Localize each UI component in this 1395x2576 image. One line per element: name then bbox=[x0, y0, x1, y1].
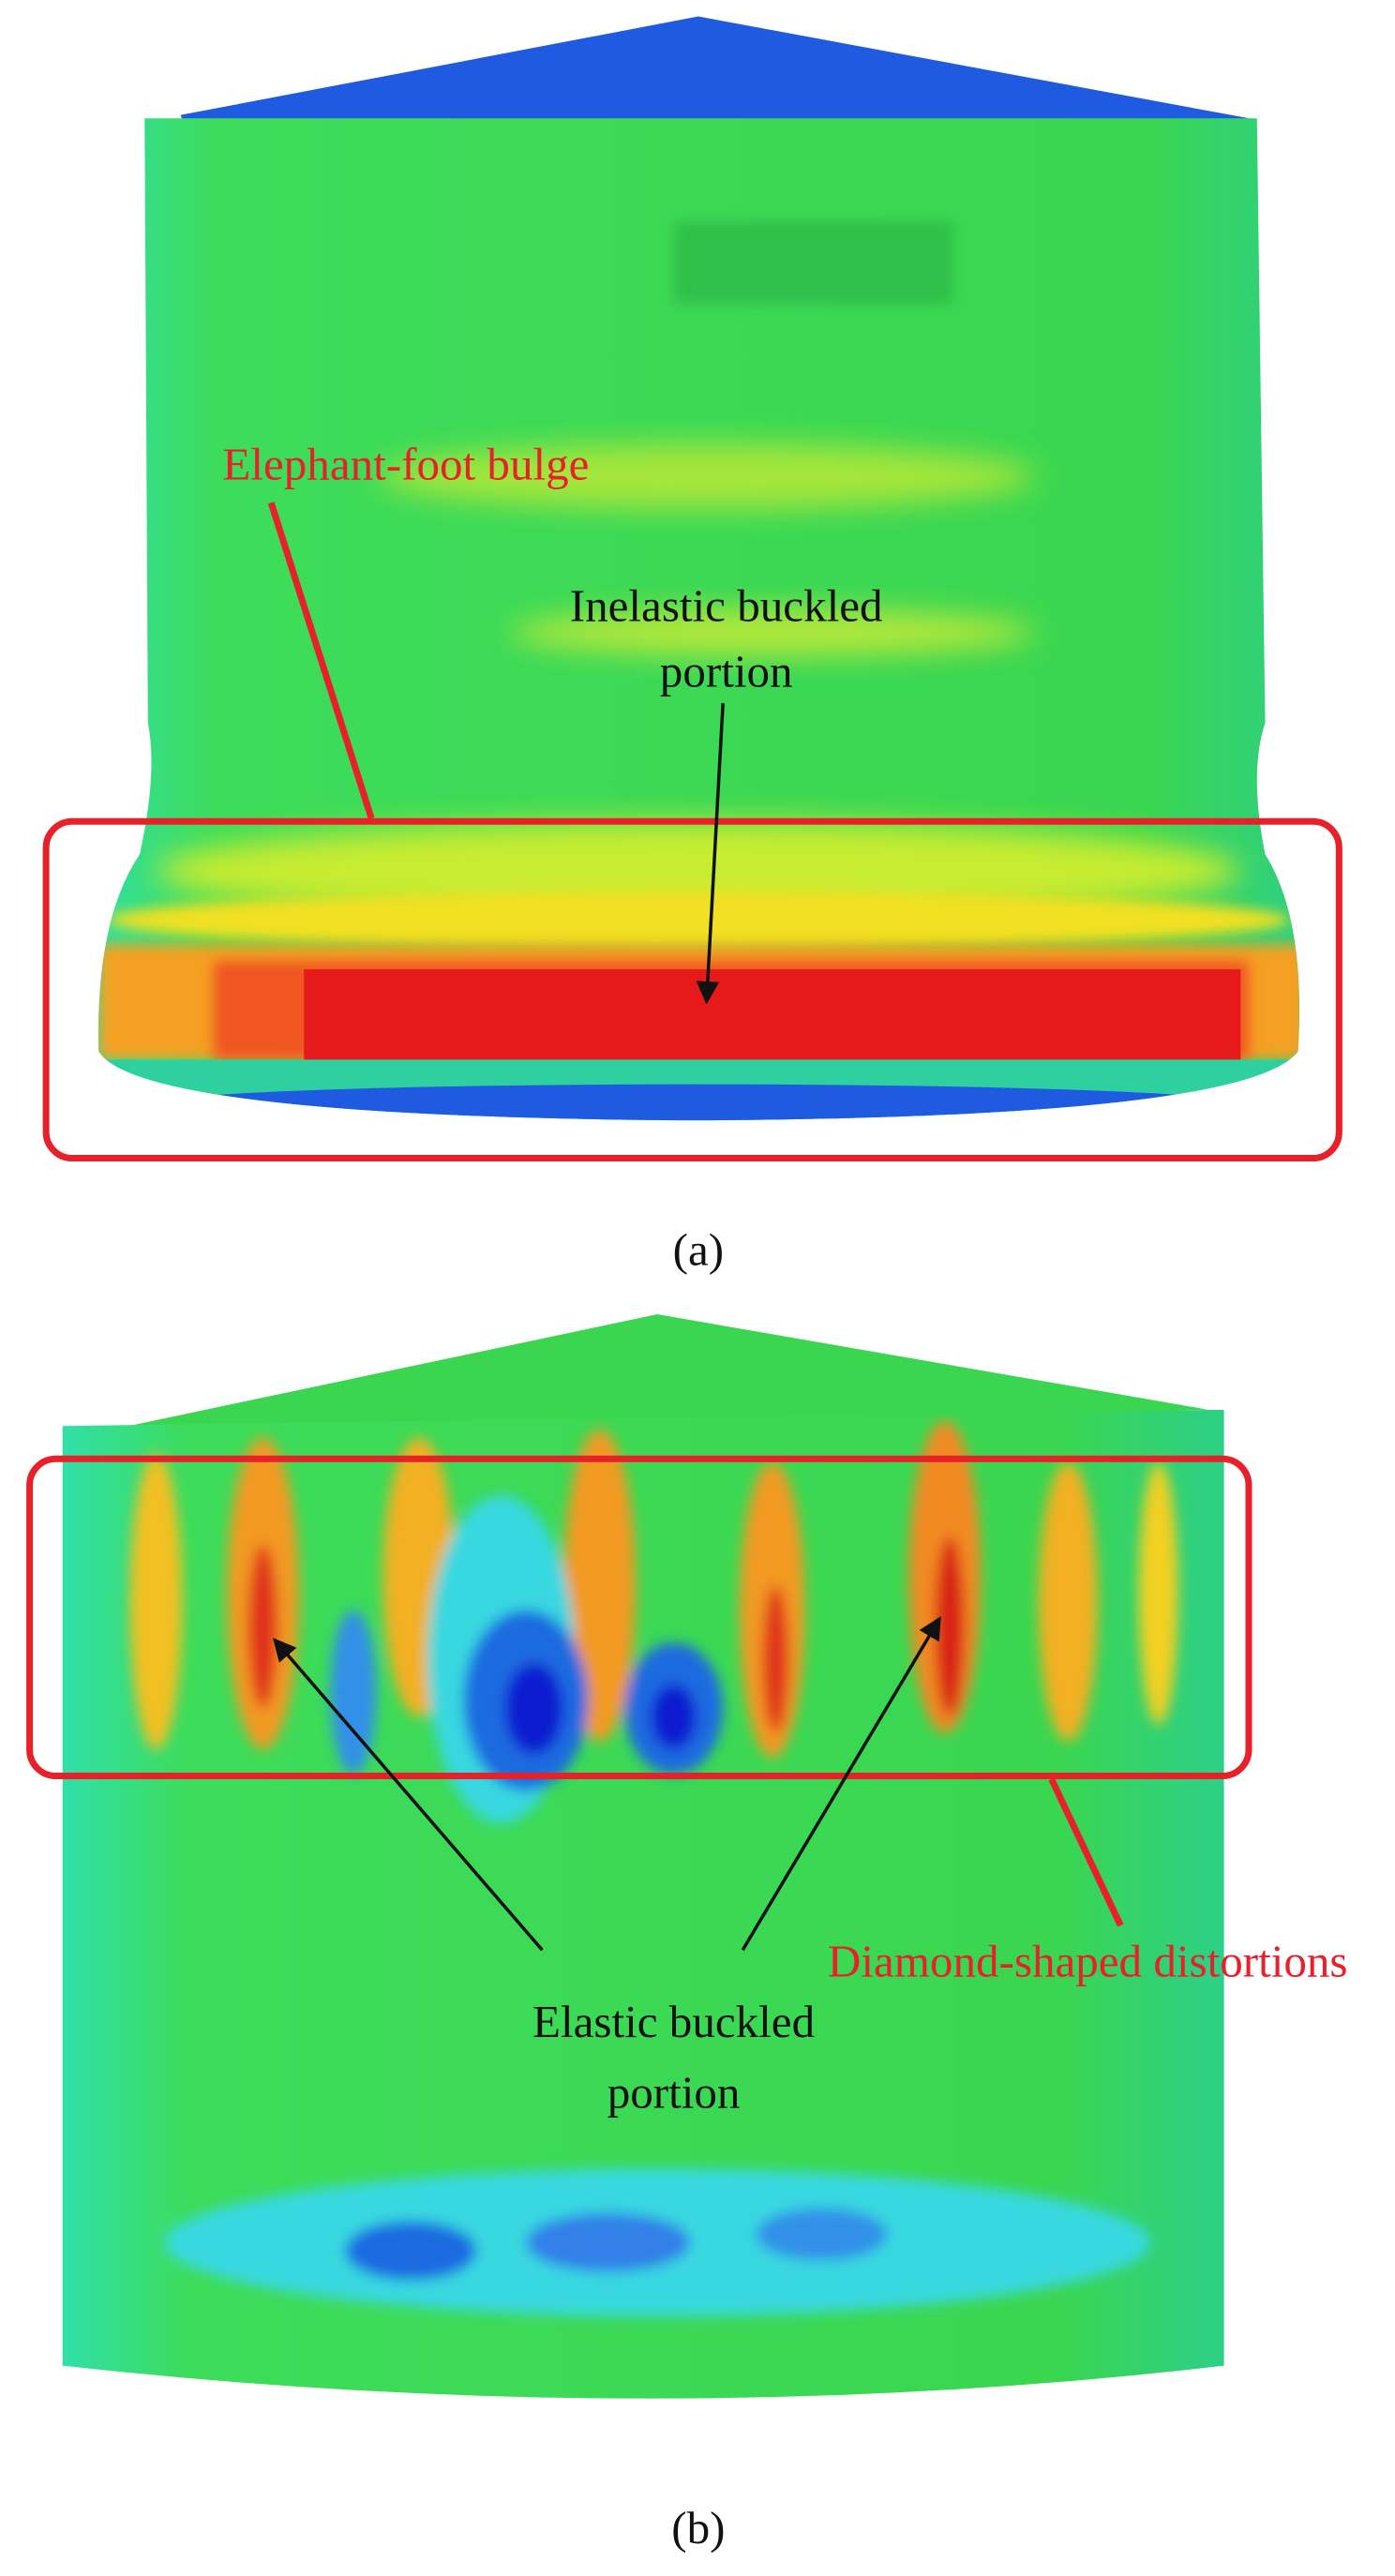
caption: (a) bbox=[673, 1223, 724, 1275]
caption: (b) bbox=[671, 2502, 725, 2554]
annotation: Inelastic buckled bbox=[570, 579, 883, 631]
annotation: Elastic buckled bbox=[532, 1996, 815, 2047]
highlight-box bbox=[26, 1455, 1252, 1780]
leader-line bbox=[267, 502, 375, 819]
annotation: Elephant-foot bulge bbox=[222, 439, 589, 490]
annotation: portion bbox=[608, 2067, 741, 2119]
highlight-box bbox=[42, 817, 1342, 1162]
arrow bbox=[696, 702, 725, 1005]
tank-a bbox=[98, 16, 1300, 1121]
annotation: portion bbox=[660, 646, 793, 697]
tank-b bbox=[62, 1314, 1224, 2399]
leader-line bbox=[1048, 1777, 1124, 1927]
arrow bbox=[273, 1638, 544, 1952]
arrow bbox=[741, 1616, 942, 1952]
annotation: Diamond-shaped distortions bbox=[828, 1935, 1348, 1986]
